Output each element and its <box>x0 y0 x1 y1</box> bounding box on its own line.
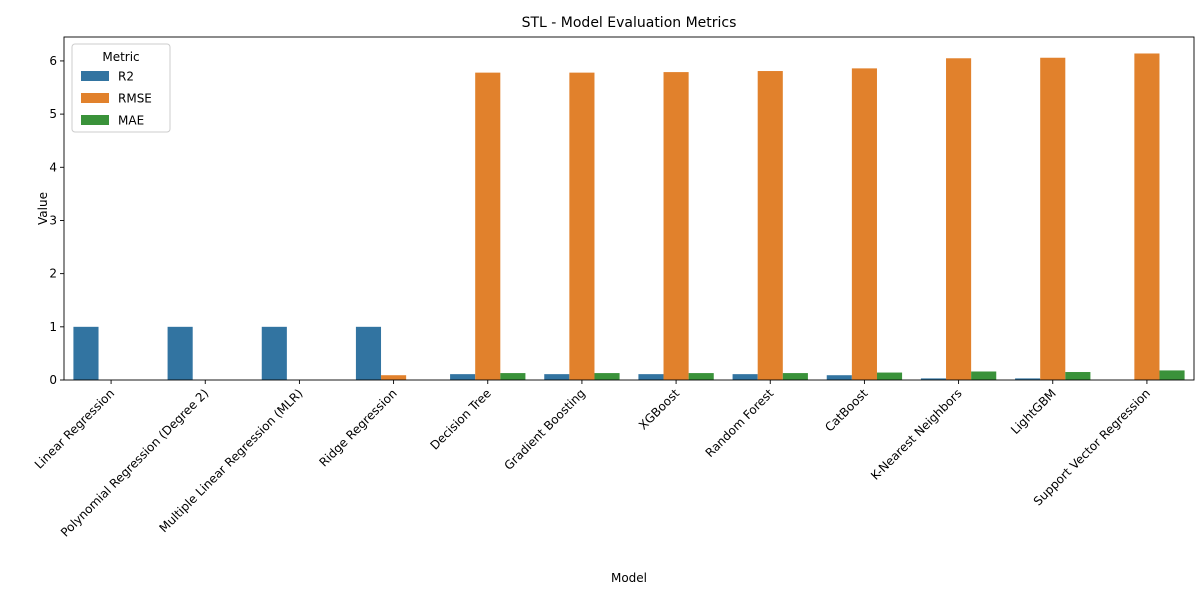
x-tick-label: XGBoost <box>636 386 682 432</box>
bar-r2-1 <box>167 326 193 380</box>
bar-mae-9 <box>971 371 997 380</box>
bar-r2-10 <box>1015 378 1041 380</box>
y-tick-label: 4 <box>49 160 57 174</box>
bar-rmse-6 <box>663 72 689 381</box>
bar-rmse-11 <box>1134 53 1160 381</box>
bar-rmse-9 <box>946 58 972 381</box>
bar-r2-5 <box>544 374 570 380</box>
x-tick-label: LightGBM <box>1008 386 1059 437</box>
legend-label-mae: MAE <box>118 114 144 128</box>
y-axis: 0 1 2 3 4 5 6 <box>49 54 64 387</box>
chart-title: STL - Model Evaluation Metrics <box>522 15 737 31</box>
y-axis-label: Value <box>36 192 50 225</box>
legend-swatch-rmse <box>81 93 109 103</box>
legend-swatch-mae <box>81 115 109 125</box>
bar-r2-7 <box>732 374 758 380</box>
bar-mae-8 <box>876 372 903 380</box>
x-tick-label: Gradient Boosting <box>501 386 588 473</box>
bar-mae-6 <box>688 373 714 380</box>
x-tick-label: CatBoost <box>822 386 871 435</box>
x-tick-label: Ridge Regression <box>316 386 399 469</box>
y-tick-label: 5 <box>49 107 57 121</box>
x-tick-label: Linear Regression <box>32 386 117 471</box>
legend-box <box>71 43 171 133</box>
bar-r2-9 <box>920 378 947 380</box>
legend-label-rmse: RMSE <box>118 92 152 106</box>
legend-label-r2: R2 <box>118 70 134 84</box>
y-tick-label: 1 <box>49 320 57 334</box>
legend-swatch-r2 <box>81 71 109 81</box>
bar-r2-0 <box>73 326 99 380</box>
bar-rmse-3 <box>381 375 407 380</box>
x-tick-label: K-Nearest Neighbors <box>868 386 965 483</box>
y-tick-label: 0 <box>49 373 57 387</box>
bar-rmse-7 <box>757 71 783 380</box>
bar-r2-4 <box>450 374 476 380</box>
bar-mae-7 <box>782 373 808 380</box>
bar-r2-8 <box>826 375 852 380</box>
bar-mae-11 <box>1159 370 1185 380</box>
bar-mae-4 <box>500 373 526 380</box>
bar-mae-5 <box>594 373 620 380</box>
x-axis-label: Model <box>611 571 647 585</box>
bars-group <box>73 53 1185 381</box>
bar-r2-2 <box>261 326 287 380</box>
y-tick-label: 6 <box>49 54 57 68</box>
x-tick-label: Decision Tree <box>427 386 493 452</box>
x-tick-label: Polynomial Regression (Degree 2) <box>58 386 211 539</box>
x-tick-label: Random Forest <box>703 386 777 460</box>
bar-rmse-8 <box>851 68 877 381</box>
plot-frame <box>63 36 1195 381</box>
y-tick-label: 2 <box>49 267 57 281</box>
legend-title: Metric <box>102 50 139 64</box>
bar-rmse-4 <box>475 72 501 380</box>
y-tick-label: 3 <box>49 213 57 227</box>
legend: Metric R2 RMSE MAE <box>71 43 171 133</box>
bar-mae-10 <box>1065 372 1091 380</box>
bar-r2-3 <box>355 326 382 380</box>
bar-r2-6 <box>638 374 664 380</box>
bar-rmse-10 <box>1040 57 1066 381</box>
bar-rmse-5 <box>569 72 595 380</box>
